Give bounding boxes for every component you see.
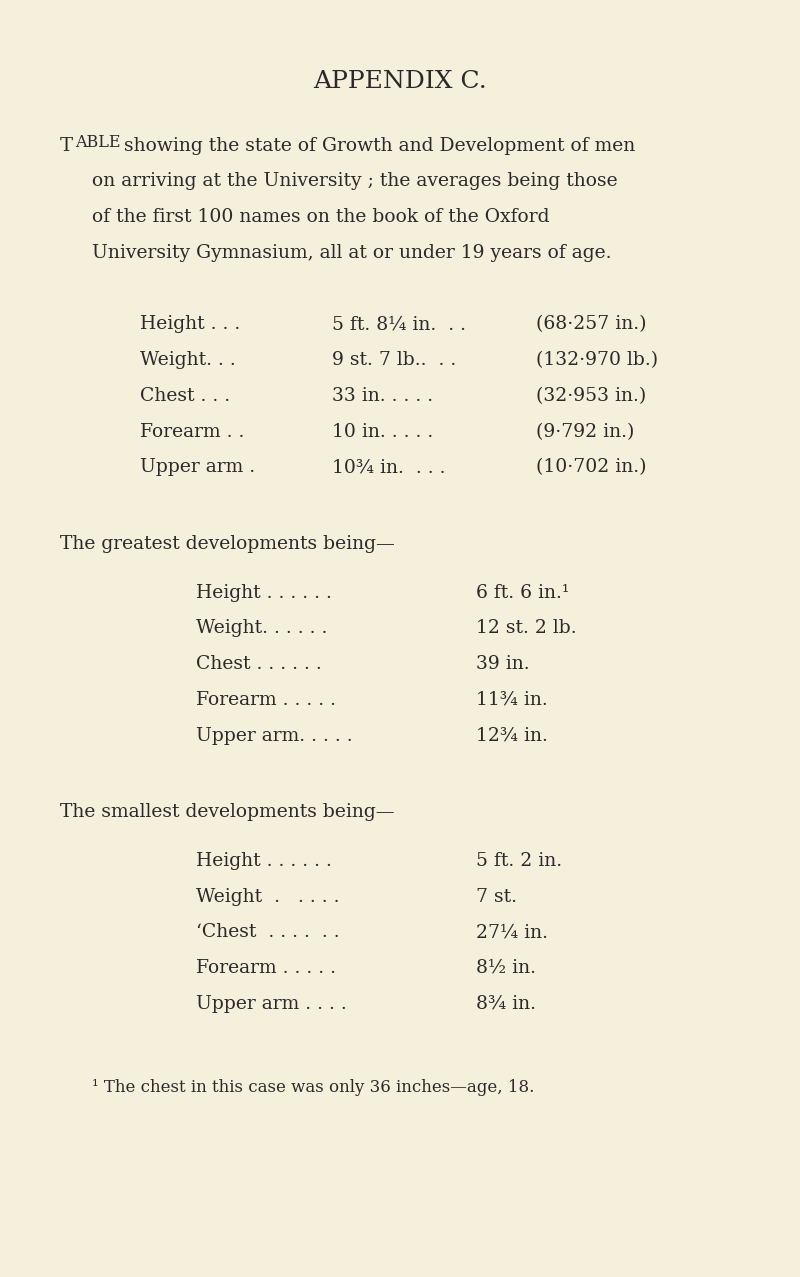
- Text: showing the state of Growth and Development of men: showing the state of Growth and Developm…: [118, 137, 635, 155]
- Text: Chest . . .: Chest . . .: [140, 387, 230, 405]
- Text: (32·953 in.): (32·953 in.): [536, 387, 646, 405]
- Text: APPENDIX C.: APPENDIX C.: [313, 70, 487, 93]
- Text: Height . . .: Height . . .: [140, 315, 240, 333]
- Text: 9 st. 7 lb..  . .: 9 st. 7 lb.. . .: [332, 351, 456, 369]
- Text: Forearm . .: Forearm . .: [140, 423, 244, 441]
- Text: on arriving at the University ; the averages being those: on arriving at the University ; the aver…: [92, 172, 618, 190]
- Text: Chest . . . . . .: Chest . . . . . .: [196, 655, 322, 673]
- Text: 6 ft. 6 in.¹: 6 ft. 6 in.¹: [476, 584, 570, 601]
- Text: Upper arm .: Upper arm .: [140, 458, 255, 476]
- Text: Forearm . . . . .: Forearm . . . . .: [196, 959, 336, 977]
- Text: ‘Chest  . . . .  . .: ‘Chest . . . . . .: [196, 923, 340, 941]
- Text: (10·702 in.): (10·702 in.): [536, 458, 646, 476]
- Text: Height . . . . . .: Height . . . . . .: [196, 584, 332, 601]
- Text: Weight. . .: Weight. . .: [140, 351, 236, 369]
- Text: 8¾ in.: 8¾ in.: [476, 995, 536, 1013]
- Text: 7 st.: 7 st.: [476, 888, 517, 905]
- Text: 33 in. . . . .: 33 in. . . . .: [332, 387, 433, 405]
- Text: 10¾ in.  . . .: 10¾ in. . . .: [332, 458, 446, 476]
- Text: Upper arm . . . .: Upper arm . . . .: [196, 995, 346, 1013]
- Text: of the first 100 names on the book of the Oxford: of the first 100 names on the book of th…: [92, 208, 550, 226]
- Text: 27¼ in.: 27¼ in.: [476, 923, 548, 941]
- Text: ¹ The chest in this case was only 36 inches—age, 18.: ¹ The chest in this case was only 36 inc…: [92, 1079, 534, 1096]
- Text: 12 st. 2 lb.: 12 st. 2 lb.: [476, 619, 577, 637]
- Text: T: T: [60, 137, 73, 155]
- Text: Weight. . . . . .: Weight. . . . . .: [196, 619, 327, 637]
- Text: ABLE: ABLE: [75, 134, 121, 151]
- Text: (68·257 in.): (68·257 in.): [536, 315, 646, 333]
- Text: 8½ in.: 8½ in.: [476, 959, 536, 977]
- Text: 39 in.: 39 in.: [476, 655, 530, 673]
- Text: Upper arm. . . . .: Upper arm. . . . .: [196, 727, 353, 744]
- Text: 5 ft. 2 in.: 5 ft. 2 in.: [476, 852, 562, 870]
- Text: (9·792 in.): (9·792 in.): [536, 423, 634, 441]
- Text: University Gymnasium, all at or under 19 years of age.: University Gymnasium, all at or under 19…: [92, 244, 611, 262]
- Text: The smallest developments being—: The smallest developments being—: [60, 803, 394, 821]
- Text: 12¾ in.: 12¾ in.: [476, 727, 548, 744]
- Text: Height . . . . . .: Height . . . . . .: [196, 852, 332, 870]
- Text: Forearm . . . . .: Forearm . . . . .: [196, 691, 336, 709]
- Text: 10 in. . . . .: 10 in. . . . .: [332, 423, 434, 441]
- Text: The greatest developments being—: The greatest developments being—: [60, 535, 395, 553]
- Text: 11¾ in.: 11¾ in.: [476, 691, 548, 709]
- Text: 5 ft. 8¼ in.  . .: 5 ft. 8¼ in. . .: [332, 315, 466, 333]
- Text: (132·970 lb.): (132·970 lb.): [536, 351, 658, 369]
- Text: Weight  .   . . . .: Weight . . . . .: [196, 888, 339, 905]
